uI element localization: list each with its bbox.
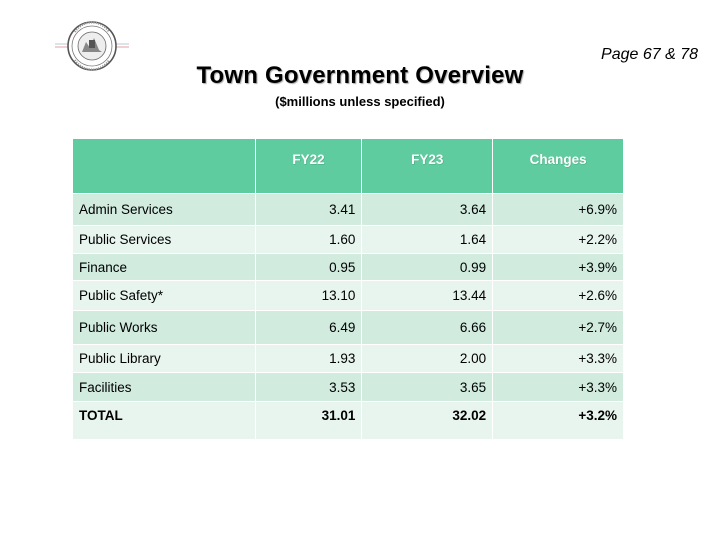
fy22-value: 3.41 xyxy=(254,193,363,226)
table-row: Public Library 1.93 2.00 +3.3% xyxy=(72,344,624,373)
fy23-value: 13.44 xyxy=(361,280,494,311)
table-row: Finance 0.95 0.99 +3.9% xyxy=(72,253,624,281)
column-header-fy23: FY23 xyxy=(361,138,494,194)
row-label: Public Works xyxy=(72,310,256,345)
row-label: Admin Services xyxy=(72,193,256,226)
page-reference: Page 67 & 78 xyxy=(601,46,698,63)
change-value: +2.6% xyxy=(492,280,624,311)
budget-table: FY22 FY23 Changes Admin Services 3.41 3.… xyxy=(72,138,624,440)
change-value: +2.2% xyxy=(492,225,624,254)
change-value: +2.7% xyxy=(492,310,624,345)
fy23-value: 1.64 xyxy=(361,225,494,254)
row-label: Public Library xyxy=(72,344,256,373)
fy22-value: 6.49 xyxy=(254,310,363,345)
fy23-value: 6.66 xyxy=(361,310,494,345)
change-value: +3.3% xyxy=(492,344,624,373)
row-label: Facilities xyxy=(72,372,256,402)
fy22-value: 1.60 xyxy=(254,225,363,254)
change-value: +3.3% xyxy=(492,372,624,402)
change-value: +6.9% xyxy=(492,193,624,226)
total-change-value: +3.2% xyxy=(492,401,624,440)
table-row: Public Safety* 13.10 13.44 +2.6% xyxy=(72,280,624,311)
column-header-department xyxy=(72,138,256,194)
fy22-value: 3.53 xyxy=(254,372,363,402)
fy22-value: 0.95 xyxy=(254,253,363,281)
table-header-row: FY22 FY23 Changes xyxy=(72,138,624,194)
total-fy23-value: 32.02 xyxy=(361,401,494,440)
table-row: Admin Services 3.41 3.64 +6.9% xyxy=(72,193,624,226)
column-header-fy22: FY22 xyxy=(254,138,363,194)
page-title: Town Government Overview xyxy=(196,62,524,89)
fy23-value: 3.65 xyxy=(361,372,494,402)
row-label: Finance xyxy=(72,253,256,281)
column-header-changes: Changes xyxy=(492,138,624,194)
fy22-value: 1.93 xyxy=(254,344,363,373)
fy23-value: 0.99 xyxy=(361,253,494,281)
town-seal-icon xyxy=(55,21,129,71)
total-label: TOTAL xyxy=(72,401,256,440)
row-label: Public Services xyxy=(72,225,256,254)
row-label: Public Safety* xyxy=(72,280,256,311)
table-row: Facilities 3.53 3.65 +3.3% xyxy=(72,372,624,402)
table-row: Public Services 1.60 1.64 +2.2% xyxy=(72,225,624,254)
total-fy22-value: 31.01 xyxy=(254,401,363,440)
fy22-value: 13.10 xyxy=(254,280,363,311)
fy23-value: 3.64 xyxy=(361,193,494,226)
table-row: Public Works 6.49 6.66 +2.7% xyxy=(72,310,624,345)
table-total-row: TOTAL 31.01 32.02 +3.2% xyxy=(72,401,624,440)
change-value: +3.9% xyxy=(492,253,624,281)
fy23-value: 2.00 xyxy=(361,344,494,373)
town-seal-logo xyxy=(55,20,129,72)
page-subtitle: ($millions unless specified) xyxy=(275,94,445,109)
